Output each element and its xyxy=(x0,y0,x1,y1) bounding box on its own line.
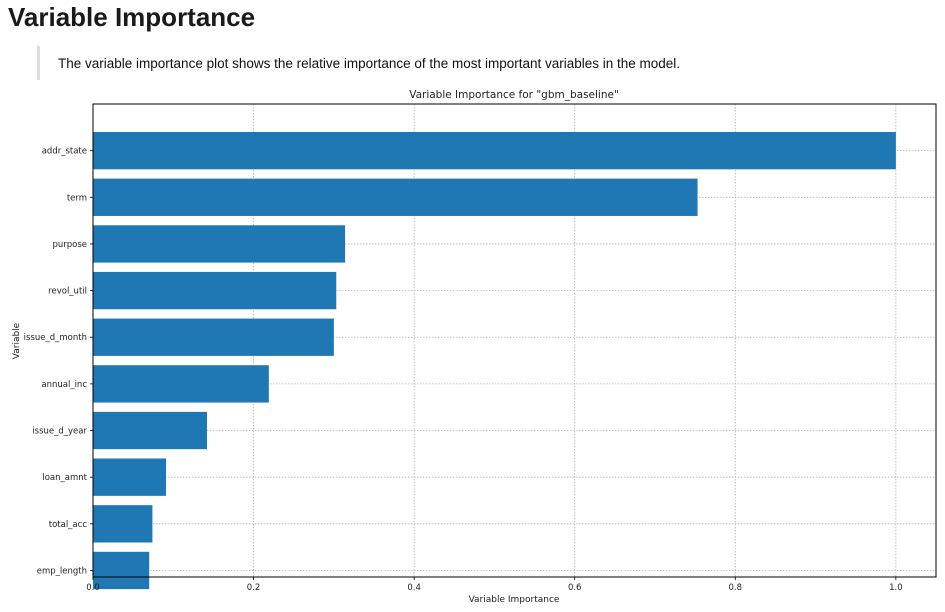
bars-layer xyxy=(93,131,896,590)
x-tick-label: 0.4 xyxy=(407,583,421,593)
bar-purpose xyxy=(93,225,346,263)
y-tick-label: addr_state xyxy=(42,147,87,157)
page-description: The variable importance plot shows the r… xyxy=(58,56,681,71)
x-tick-label: 0.0 xyxy=(86,583,100,593)
x-axis-label: Variable Importance xyxy=(469,595,560,605)
x-tick-label: 1.0 xyxy=(889,583,903,593)
x-tick-label: 0.2 xyxy=(247,583,261,593)
bar-loan_amnt xyxy=(93,458,167,496)
y-tick-label: issue_d_year xyxy=(32,427,87,437)
bar-revol_util xyxy=(93,271,337,310)
bar-emp_length xyxy=(93,551,150,590)
x-tick-labels: 0.0 0.2 0.4 0.6 0.8 1.0 xyxy=(86,577,903,593)
y-tick-label: total_acc xyxy=(49,520,88,530)
bar-addr_state xyxy=(93,131,896,170)
blockquote-bar xyxy=(37,46,40,80)
page-title: Variable Importance xyxy=(8,2,256,32)
y-axis-label: Variable xyxy=(12,322,22,359)
chart-title: Variable Importance for "gbm_baseline" xyxy=(409,89,619,101)
y-tick-label: loan_amnt xyxy=(42,473,87,483)
y-tick-label: issue_d_month xyxy=(24,333,87,343)
bar-issue_d_year xyxy=(93,411,208,450)
y-tick-label: emp_length xyxy=(37,566,87,576)
y-tick-label: purpose xyxy=(52,240,87,250)
y-tick-label: term xyxy=(67,193,87,203)
bar-term xyxy=(93,178,698,216)
bar-annual_inc xyxy=(93,365,269,403)
x-tick-label: 0.8 xyxy=(729,583,743,593)
y-tick-label: revol_util xyxy=(48,287,87,297)
bar-total_acc xyxy=(93,505,153,543)
x-tick-label: 0.6 xyxy=(568,583,582,593)
plot-frame xyxy=(92,103,937,578)
y-tick-label: annual_inc xyxy=(41,380,87,390)
bar-issue_d_month xyxy=(93,318,334,356)
